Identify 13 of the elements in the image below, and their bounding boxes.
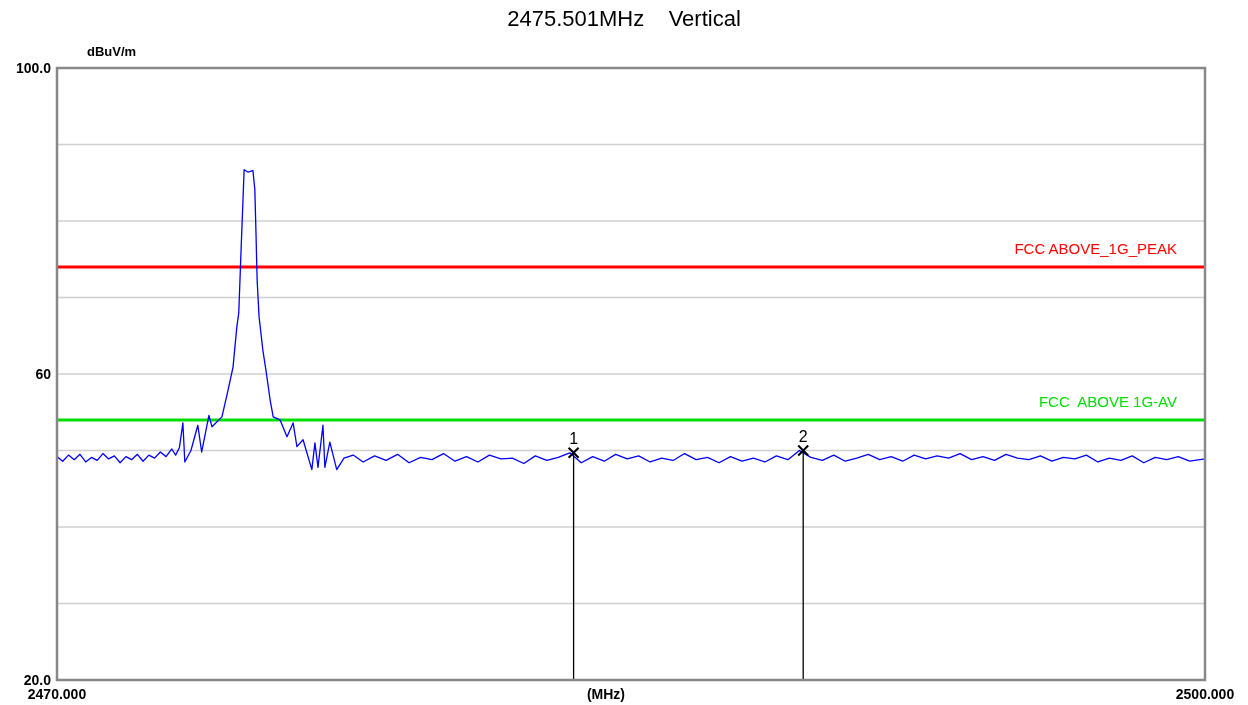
ref-line-label: FCC ABOVE 1G-AV: [1038, 392, 1177, 410]
x-tick-label: 2470.000: [27, 686, 87, 702]
chart-title: 2475.501MHz Vertical: [507, 6, 741, 31]
x-tick-label: 2500.000: [1175, 686, 1235, 702]
y-tick-label: 60: [35, 365, 52, 382]
ref-line-label: FCC ABOVE_1G_PEAK: [1014, 239, 1177, 257]
annotation: 1: [569, 429, 579, 447]
annotation: 2: [798, 427, 808, 445]
x-axis-title: (MHz): [586, 686, 626, 702]
y-axis-title: dBuV/m: [87, 44, 137, 59]
line-series: [56, 169, 1206, 471]
y-tick-label: 100.0: [15, 59, 52, 76]
y-tick-label: 20.0: [23, 671, 52, 688]
